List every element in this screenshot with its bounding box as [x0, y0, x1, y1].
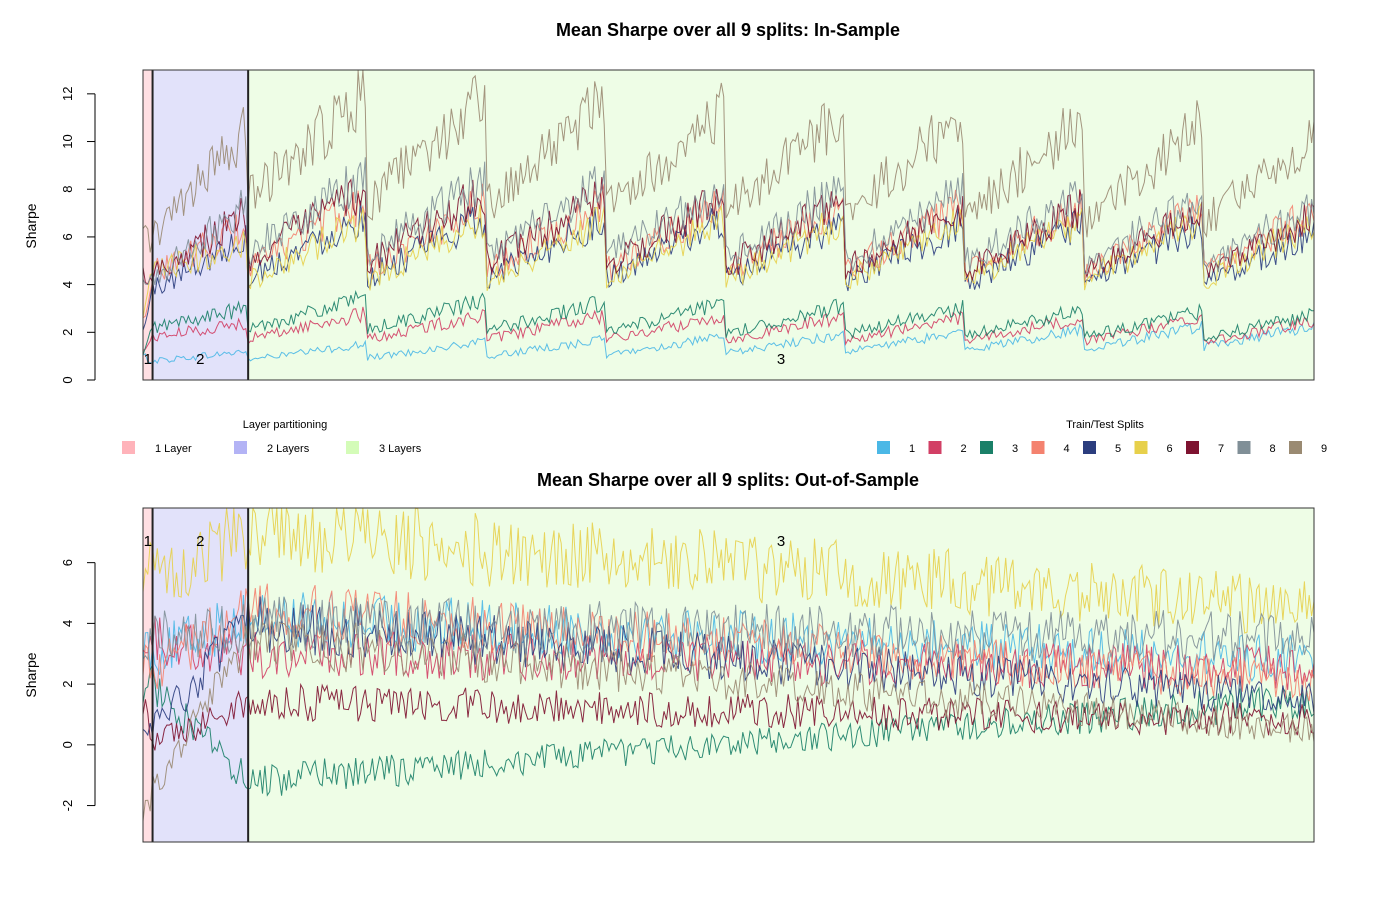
legend-swatch — [1031, 441, 1045, 454]
y-tick-label: -2 — [60, 800, 75, 812]
in-sample-y-axis: 0 2 4 6 8 10 12 — [60, 87, 96, 384]
legend-label: 4 — [1064, 443, 1070, 455]
region-3-label: 3 — [777, 351, 785, 368]
legend-swatch — [234, 441, 247, 454]
y-tick-label: 6 — [60, 559, 75, 566]
legend-swatch — [980, 441, 993, 454]
series-9-line — [142, 615, 1315, 822]
series-5-line — [142, 200, 1315, 331]
layer-legend-title: Layer partitioning — [243, 419, 327, 431]
y-tick-label: 0 — [60, 741, 75, 748]
y-tick-label: 0 — [60, 376, 75, 383]
region-3-label: 3 — [777, 533, 785, 550]
series-3-line — [142, 290, 1315, 356]
series-9-line — [142, 69, 1315, 253]
legend-swatch — [1083, 441, 1096, 454]
layer-partitioning-legend: Layer partitioning 1 Layer 2 Layers 3 Laye… — [122, 419, 422, 455]
legend-swatch — [1237, 441, 1251, 454]
legend-swatch — [877, 441, 890, 454]
train-test-splits-legend: Train/Test Splits 1 2 3 4 5 6 7 8 9 — [877, 419, 1327, 455]
in-sample-series — [142, 69, 1315, 365]
y-tick-label: 6 — [60, 233, 75, 240]
legend-label: 5 — [1115, 443, 1121, 455]
layer-legend-items: 1 Layer 2 Layers 3 Layers — [122, 441, 422, 455]
out-of-sample-regions — [143, 508, 1315, 842]
y-tick-label: 12 — [60, 87, 75, 101]
out-of-sample-panel: Mean Sharpe over all 9 splits: Out-of-Sa… — [23, 470, 1315, 843]
series-4-line — [142, 583, 1315, 702]
legend-swatch — [122, 441, 135, 454]
region-1-band — [143, 508, 153, 842]
region-2-band — [152, 508, 249, 842]
legend-swatch — [346, 441, 359, 454]
region-1-label: 1 — [144, 351, 152, 368]
out-of-sample-y-label: Sharpe — [23, 652, 39, 697]
series-6-line — [142, 507, 1315, 634]
legend-label: 1 — [909, 443, 915, 455]
series-1-line — [142, 320, 1315, 365]
legend-swatch — [1134, 441, 1148, 454]
legend-label: 2 — [961, 443, 967, 455]
out-of-sample-y-axis: -2 0 2 4 6 — [60, 559, 96, 812]
y-tick-label: 4 — [60, 281, 75, 288]
out-of-sample-region-labels: 1 2 3 — [144, 508, 785, 842]
series-2-line — [142, 306, 1315, 351]
region-2-band — [152, 70, 249, 380]
plot-frame — [142, 69, 1315, 381]
legend-swatch — [1289, 441, 1302, 454]
y-tick-label: 4 — [60, 620, 75, 627]
out-of-sample-title: Mean Sharpe over all 9 splits: Out-of-Sa… — [537, 470, 919, 490]
in-sample-frame — [142, 69, 1315, 381]
plot-frame — [142, 507, 1315, 843]
legend-label: 2 Layers — [267, 443, 310, 455]
legend-swatch — [1186, 441, 1199, 454]
splits-legend-items: 1 2 3 4 5 6 7 8 9 — [877, 441, 1327, 455]
region-3-band — [248, 508, 1315, 842]
region-1-band — [143, 70, 153, 380]
region-2-label: 2 — [196, 351, 204, 368]
out-of-sample-series — [142, 507, 1315, 822]
y-tick-label: 10 — [60, 134, 75, 148]
splits-legend-title: Train/Test Splits — [1066, 419, 1144, 431]
legend-label: 1 Layer — [155, 443, 192, 455]
legend-label: 6 — [1167, 443, 1173, 455]
series-8-line — [142, 157, 1315, 286]
region-2-label: 2 — [196, 533, 204, 550]
legend-label: 9 — [1321, 443, 1327, 455]
legend-swatch — [928, 441, 942, 454]
y-tick-label: 2 — [60, 680, 75, 687]
y-tick-label: 2 — [60, 329, 75, 336]
in-sample-panel: Mean Sharpe over all 9 splits: In-Sample… — [23, 20, 1315, 384]
legend-label: 3 Layers — [379, 443, 422, 455]
y-tick-label: 8 — [60, 186, 75, 193]
legend-label: 8 — [1270, 443, 1276, 455]
series-7-line — [142, 682, 1315, 751]
region-1-label: 1 — [144, 533, 152, 550]
out-of-sample-frame — [142, 507, 1315, 843]
in-sample-title: Mean Sharpe over all 9 splits: In-Sample — [556, 20, 900, 40]
series-5-line — [142, 596, 1315, 737]
series-6-line — [142, 200, 1315, 318]
in-sample-region-labels: 1 2 3 — [144, 70, 785, 380]
in-sample-y-label: Sharpe — [23, 203, 39, 248]
legend-label: 3 — [1012, 443, 1018, 455]
legend-label: 7 — [1218, 443, 1224, 455]
